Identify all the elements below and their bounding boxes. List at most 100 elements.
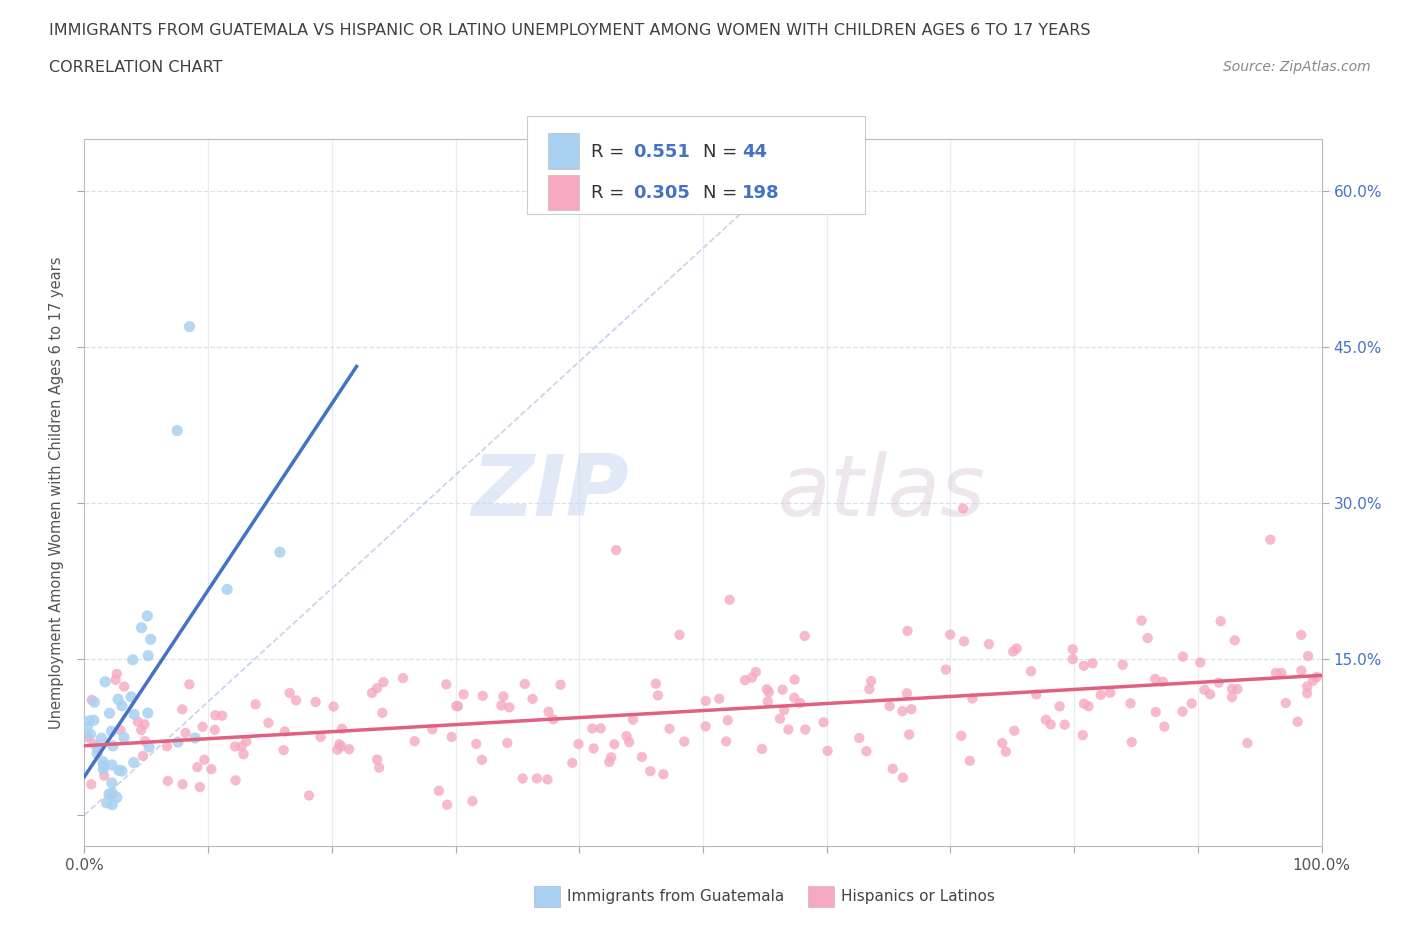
Point — [1112, 658, 1135, 672]
Point — [783, 690, 806, 705]
Point — [273, 743, 295, 758]
Point — [1199, 686, 1222, 701]
Point — [1289, 628, 1312, 643]
Point — [232, 747, 254, 762]
Point — [167, 735, 190, 750]
Point — [1081, 656, 1104, 671]
Text: CORRELATION CHART: CORRELATION CHART — [49, 60, 222, 75]
Point — [1062, 642, 1084, 657]
Point — [640, 764, 662, 778]
Point — [994, 744, 1017, 759]
Point — [471, 688, 494, 703]
Point — [186, 760, 208, 775]
Point — [1291, 663, 1313, 678]
Point — [1090, 687, 1112, 702]
Point — [858, 682, 880, 697]
Point — [1296, 685, 1319, 700]
Point — [513, 676, 536, 691]
Point — [581, 721, 603, 736]
Point — [1270, 666, 1292, 681]
Point — [461, 793, 484, 808]
Point — [361, 685, 384, 700]
Text: 0.305: 0.305 — [633, 184, 689, 203]
Point — [96, 795, 118, 810]
Point — [673, 734, 696, 749]
Point — [537, 704, 560, 719]
Text: 44: 44 — [742, 143, 768, 161]
Point — [98, 706, 121, 721]
Point — [621, 712, 644, 727]
Point — [136, 706, 159, 721]
Point — [1296, 679, 1319, 694]
Point — [1039, 717, 1062, 732]
Point — [111, 764, 134, 778]
Point — [1119, 696, 1142, 711]
Point — [1002, 724, 1025, 738]
Point — [172, 702, 194, 717]
Point — [758, 684, 780, 699]
Point — [93, 758, 115, 773]
Point — [1226, 682, 1249, 697]
Point — [769, 711, 792, 726]
Point — [330, 722, 353, 737]
Point — [882, 762, 904, 777]
Y-axis label: Unemployment Among Women with Children Ages 6 to 17 years: Unemployment Among Women with Children A… — [49, 257, 65, 729]
Point — [1077, 698, 1099, 713]
Point — [813, 715, 835, 730]
Point — [991, 736, 1014, 751]
Point — [337, 742, 360, 757]
Point — [322, 699, 344, 714]
Point — [1019, 664, 1042, 679]
Point — [647, 688, 669, 703]
Point — [86, 746, 108, 761]
Point — [139, 631, 162, 646]
Point — [86, 740, 108, 755]
Point — [1099, 685, 1122, 700]
Point — [166, 423, 188, 438]
Text: R =: R = — [591, 143, 630, 161]
Point — [652, 767, 675, 782]
Point — [80, 777, 103, 791]
Point — [709, 691, 731, 706]
Point — [285, 693, 308, 708]
Text: Source: ZipAtlas.com: Source: ZipAtlas.com — [1223, 60, 1371, 74]
Point — [366, 681, 388, 696]
Point — [668, 628, 690, 643]
Point — [193, 752, 215, 767]
Text: 0.551: 0.551 — [633, 143, 689, 161]
Point — [101, 797, 124, 812]
Point — [1005, 641, 1028, 656]
Point — [1144, 671, 1167, 686]
Point — [1189, 655, 1212, 670]
Point — [91, 754, 114, 769]
Point — [91, 762, 114, 777]
Point — [257, 715, 280, 730]
Point — [605, 542, 627, 557]
Point — [741, 671, 763, 685]
Point — [900, 702, 922, 717]
Point — [1136, 631, 1159, 645]
Point — [204, 723, 226, 737]
Point — [734, 672, 756, 687]
Point — [543, 711, 565, 726]
Point — [245, 697, 267, 711]
Text: Hispanics or Latinos: Hispanics or Latinos — [841, 889, 994, 904]
Point — [368, 760, 391, 775]
Point — [211, 709, 233, 724]
Point — [794, 722, 817, 737]
Point — [131, 620, 153, 635]
Point — [465, 737, 488, 751]
Point — [1220, 682, 1243, 697]
Point — [695, 694, 717, 709]
Point — [101, 758, 124, 773]
Point — [879, 698, 901, 713]
Point — [98, 787, 121, 802]
Point — [105, 667, 128, 682]
Point — [772, 683, 794, 698]
Point — [1275, 696, 1298, 711]
Point — [392, 671, 415, 685]
Point — [631, 750, 654, 764]
Point — [440, 729, 463, 744]
Point — [136, 648, 159, 663]
Point — [512, 771, 534, 786]
